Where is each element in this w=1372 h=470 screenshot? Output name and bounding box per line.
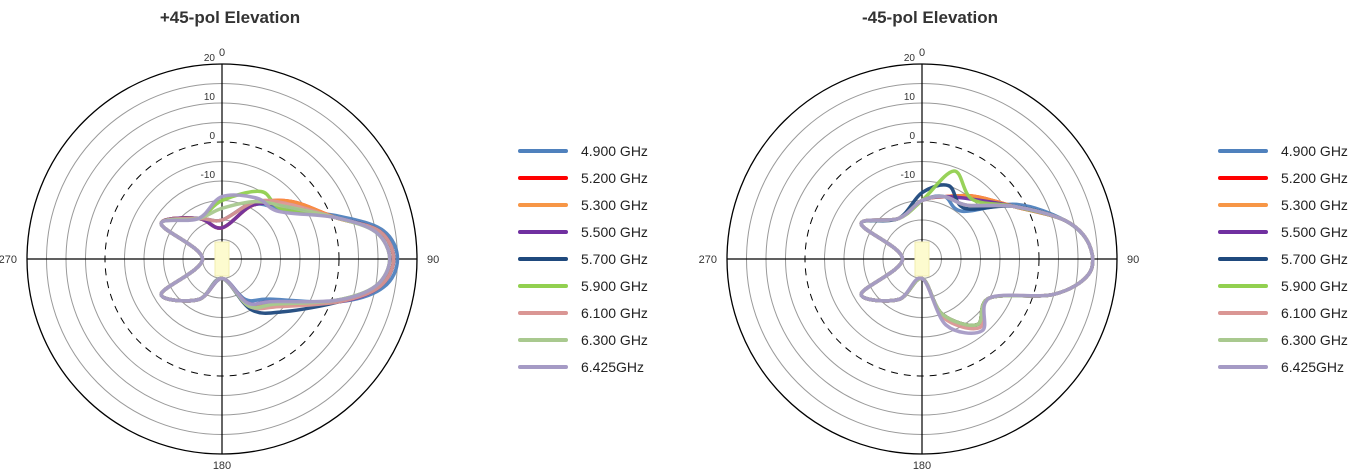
origin-marker — [214, 241, 230, 277]
r-tick-label: -10 — [201, 170, 216, 181]
legend-label: 5.900 GHz — [1281, 278, 1348, 295]
legend-item: 5.700 GHz — [518, 245, 648, 272]
origin-marker — [914, 241, 930, 277]
r-tick-label: 20 — [904, 53, 916, 64]
legend-swatch — [518, 256, 568, 261]
legend-label: 5.200 GHz — [581, 169, 648, 186]
legend-label: 4.900 GHz — [581, 142, 648, 159]
angle-label: 180 — [913, 460, 931, 470]
legend-label: 5.900 GHz — [581, 278, 648, 295]
legend-item: 6.425GHz — [1218, 354, 1348, 381]
legend-label: 5.300 GHz — [1281, 196, 1348, 213]
legend-swatch — [518, 311, 568, 316]
legend-label: 4.900 GHz — [1281, 142, 1348, 159]
legend-item: 6.300 GHz — [1218, 327, 1348, 354]
legend-item: 5.500 GHz — [518, 218, 648, 245]
legend: 4.900 GHz 5.200 GHz 5.300 GHz 5.500 GHz 5.70… — [518, 137, 648, 381]
legend-label: 6.425GHz — [1281, 359, 1345, 376]
legend-label: 6.100 GHz — [1281, 305, 1348, 322]
legend-swatch — [518, 175, 568, 180]
legend-item: 5.700 GHz — [1218, 245, 1348, 272]
legend-item: 6.300 GHz — [518, 327, 648, 354]
legend-item: 5.300 GHz — [1218, 191, 1348, 218]
legend-item: 5.300 GHz — [518, 191, 648, 218]
legend-label: 5.200 GHz — [1281, 169, 1348, 186]
legend-label: 5.700 GHz — [1281, 250, 1348, 267]
legend-swatch — [1218, 338, 1268, 343]
chart-panel-plus45: +45-pol Elevation 0 90 180 270 20 10 0 -10 4.90… — [0, 8, 648, 470]
r-tick-label: 10 — [904, 92, 916, 103]
legend-swatch — [1218, 175, 1268, 180]
legend-item: 6.425GHz — [518, 354, 648, 381]
chart-title: +45-pol Elevation — [159, 8, 301, 27]
polar-plot: 0 90 180 270 20 10 0 -10 — [0, 47, 439, 470]
legend-swatch — [518, 148, 568, 153]
legend-item: 6.100 GHz — [518, 300, 648, 327]
legend-label: 6.425GHz — [581, 359, 645, 376]
angle-label: 90 — [1127, 254, 1139, 266]
legend-swatch — [518, 202, 568, 207]
legend-swatch — [1218, 148, 1268, 153]
legend-label: 5.300 GHz — [581, 196, 648, 213]
legend-item: 5.900 GHz — [518, 272, 648, 299]
r-tick-label: 0 — [209, 131, 215, 142]
legend-item: 5.200 GHz — [518, 164, 648, 191]
angle-label: 0 — [219, 47, 225, 59]
legend-swatch — [1218, 365, 1268, 370]
legend-item: 4.900 GHz — [518, 137, 648, 164]
legend-swatch — [1218, 229, 1268, 234]
angle-label: 90 — [427, 254, 439, 266]
legend-item: 6.100 GHz — [1218, 300, 1348, 327]
legend-label: 6.300 GHz — [1281, 332, 1348, 349]
r-tick-label: -10 — [901, 170, 916, 181]
legend-item: 5.200 GHz — [1218, 164, 1348, 191]
legend-swatch — [518, 338, 568, 343]
series-line — [159, 193, 392, 307]
legend-swatch — [1218, 311, 1268, 316]
angle-label: 180 — [213, 460, 231, 470]
series-line — [159, 199, 392, 310]
series-line — [859, 194, 1095, 335]
chart-title: -45-pol Elevation — [861, 8, 999, 27]
angle-label: 270 — [0, 254, 17, 266]
r-tick-label: 10 — [204, 92, 216, 103]
legend-label: 6.300 GHz — [581, 332, 648, 349]
legend-swatch — [518, 365, 568, 370]
legend-swatch — [1218, 284, 1268, 289]
legend-item: 5.900 GHz — [1218, 272, 1348, 299]
legend: 4.900 GHz 5.200 GHz 5.300 GHz 5.500 GHz 5.70… — [1218, 137, 1348, 381]
legend-swatch — [1218, 202, 1268, 207]
polar-plot: 0 90 180 270 20 10 0 -10 — [699, 47, 1140, 470]
chart-panel-minus45: -45-pol Elevation 0 90 180 270 20 10 0 -10 4.90… — [699, 0, 1372, 470]
angle-label: 270 — [699, 254, 717, 266]
angle-label: 0 — [919, 47, 925, 59]
legend-label: 5.700 GHz — [581, 250, 648, 267]
legend-label: 6.100 GHz — [581, 305, 648, 322]
legend-swatch — [518, 284, 568, 289]
legend-swatch — [518, 229, 568, 234]
legend-label: 5.500 GHz — [1281, 223, 1348, 240]
r-tick-label: 20 — [204, 53, 216, 64]
legend-item: 4.900 GHz — [1218, 137, 1348, 164]
legend-item: 5.500 GHz — [1218, 218, 1348, 245]
legend-swatch — [1218, 256, 1268, 261]
legend-label: 5.500 GHz — [581, 223, 648, 240]
r-tick-label: 0 — [909, 131, 915, 142]
